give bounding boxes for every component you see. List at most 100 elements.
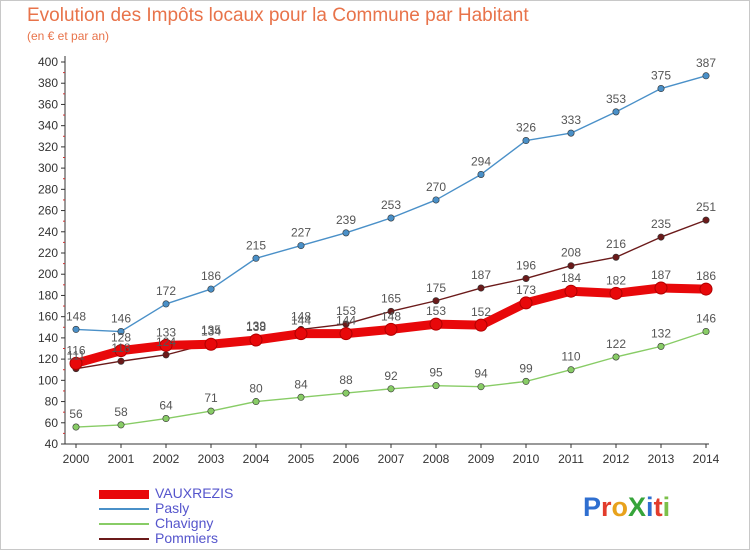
data-point-pasly (387, 214, 395, 222)
logo-letter: i (662, 492, 671, 522)
data-point-pommiers (387, 307, 395, 315)
data-label-vauxrezis: 187 (651, 268, 671, 282)
logo-letter: i (646, 492, 654, 522)
data-label-pasly: 253 (381, 198, 401, 212)
legend-label: Chavigny (155, 515, 214, 531)
data-label-chavigny: 58 (114, 405, 128, 419)
data-label-pasly: 146 (111, 312, 131, 326)
data-point-pasly (162, 300, 170, 308)
data-point-chavigny (567, 366, 575, 374)
x-tick-label: 2008 (423, 452, 450, 466)
data-label-vauxrezis: 173 (516, 283, 536, 297)
data-point-pasly (117, 328, 125, 336)
data-point-vauxrezis (114, 344, 128, 358)
data-point-vauxrezis (474, 318, 488, 332)
data-point-vauxrezis (609, 286, 623, 300)
data-point-pasly (72, 325, 80, 333)
legend-swatch (99, 523, 149, 525)
data-point-chavigny (522, 377, 530, 385)
data-point-pasly (702, 72, 710, 80)
data-point-pommiers (702, 216, 710, 224)
data-point-pommiers (432, 297, 440, 305)
data-label-vauxrezis: 133 (156, 325, 176, 339)
data-label-vauxrezis: 138 (246, 320, 266, 334)
data-point-vauxrezis (69, 356, 83, 370)
data-label-pasly: 270 (426, 180, 446, 194)
y-tick-label: 120 (38, 352, 58, 366)
data-point-vauxrezis (339, 327, 353, 341)
data-label-pommiers: 153 (336, 304, 356, 318)
data-label-vauxrezis: 148 (381, 309, 401, 323)
data-label-chavigny: 92 (384, 369, 398, 383)
data-label-pasly: 333 (561, 113, 581, 127)
x-tick-label: 2007 (378, 452, 405, 466)
proxiti-logo: ProXiti (583, 492, 670, 523)
data-label-chavigny: 88 (339, 373, 353, 387)
data-label-pommiers: 124 (156, 335, 176, 349)
data-label-pommiers: 208 (561, 246, 581, 260)
data-label-vauxrezis: 153 (426, 304, 446, 318)
data-label-pommiers: 148 (291, 309, 311, 323)
data-point-chavigny (702, 328, 710, 336)
legend-label: Pasly (155, 500, 190, 516)
y-tick-label: 180 (38, 288, 58, 302)
y-tick-label: 360 (38, 97, 58, 111)
chart-subtitle: (en € et par an) (27, 29, 110, 43)
data-point-vauxrezis (159, 338, 173, 352)
data-label-pommiers: 139 (246, 319, 266, 333)
data-label-chavigny: 95 (429, 366, 443, 380)
data-point-chavigny (297, 393, 305, 401)
data-label-chavigny: 110 (561, 350, 580, 364)
data-point-chavigny (432, 382, 440, 390)
data-label-pommiers: 165 (381, 291, 401, 305)
y-tick-label: 320 (38, 140, 58, 154)
data-point-pasly (477, 170, 485, 178)
data-label-chavigny: 80 (249, 382, 263, 396)
data-point-pommiers (117, 357, 125, 365)
x-tick-label: 2013 (648, 452, 675, 466)
data-label-chavigny: 122 (606, 337, 626, 351)
legend-label: VAUXREZIS (155, 485, 234, 501)
data-label-vauxrezis: 128 (111, 331, 131, 345)
data-point-pommiers (522, 274, 530, 282)
data-label-pommiers: 175 (426, 281, 446, 295)
legend-swatch (99, 508, 149, 510)
data-label-vauxrezis: 184 (561, 271, 581, 285)
data-point-chavigny (342, 389, 350, 397)
logo-letter: r (601, 492, 612, 522)
data-label-pasly: 387 (696, 56, 716, 70)
data-label-chavigny: 84 (294, 377, 308, 391)
data-label-pommiers: 251 (696, 200, 716, 214)
data-label-pasly: 227 (291, 226, 311, 240)
data-label-chavigny: 146 (696, 312, 716, 326)
data-label-vauxrezis: 134 (201, 324, 221, 338)
data-point-chavigny (657, 342, 665, 350)
data-label-pasly: 186 (201, 269, 221, 283)
data-point-vauxrezis (384, 322, 398, 336)
x-tick-label: 2004 (243, 452, 270, 466)
data-point-pommiers (612, 253, 620, 261)
x-tick-label: 2001 (108, 452, 135, 466)
data-label-chavigny: 132 (651, 326, 671, 340)
logo-letter: t (653, 492, 663, 522)
data-label-pasly: 148 (66, 309, 86, 323)
y-tick-label: 260 (38, 204, 58, 218)
data-point-vauxrezis (654, 281, 668, 295)
data-label-pasly: 294 (471, 154, 491, 168)
y-tick-label: 100 (38, 373, 58, 387)
data-point-vauxrezis (699, 282, 713, 296)
data-label-pasly: 215 (246, 238, 266, 252)
data-point-chavigny (387, 385, 395, 393)
data-point-chavigny (72, 423, 80, 431)
data-point-vauxrezis (249, 333, 263, 347)
data-point-pommiers (162, 351, 170, 359)
data-point-chavigny (477, 383, 485, 391)
data-point-pasly (342, 229, 350, 237)
data-label-pasly: 172 (156, 284, 176, 298)
data-point-vauxrezis (564, 284, 578, 298)
y-tick-label: 160 (38, 310, 58, 324)
data-label-vauxrezis: 144 (336, 314, 356, 328)
data-point-chavigny (612, 353, 620, 361)
